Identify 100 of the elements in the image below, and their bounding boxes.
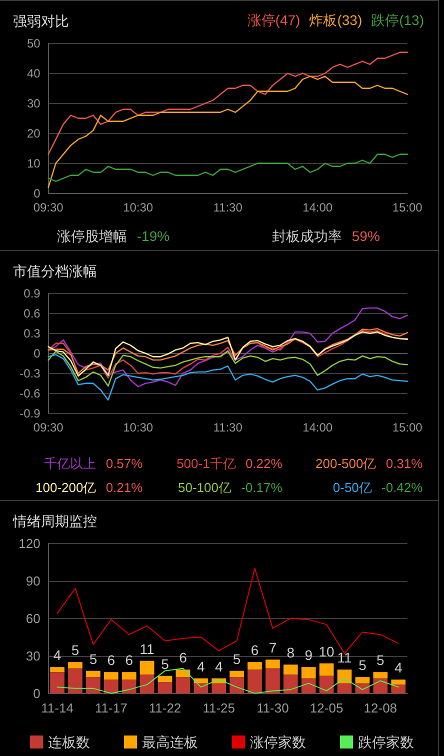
data-label: 9 bbox=[304, 647, 313, 664]
y-tick-label: 30 bbox=[26, 96, 41, 110]
line-series bbox=[48, 350, 408, 387]
y-tick-label: 0 bbox=[34, 186, 41, 200]
data-label: 5 bbox=[376, 652, 385, 668]
bar bbox=[140, 660, 154, 675]
y-tick-label: 20 bbox=[26, 126, 41, 140]
bar bbox=[68, 662, 82, 668]
bar bbox=[391, 684, 406, 694]
bar bbox=[301, 667, 316, 678]
x-tick-label: 15:00 bbox=[392, 420, 423, 434]
line-series bbox=[48, 76, 408, 188]
data-label: 7 bbox=[268, 640, 277, 656]
bar bbox=[68, 668, 82, 694]
x-tick-label: 09:30 bbox=[33, 200, 64, 214]
text: 千亿以上 0.57% bbox=[44, 456, 144, 471]
data-label: 6 bbox=[107, 652, 116, 668]
bar bbox=[230, 670, 244, 678]
y-tick-label: 120 bbox=[18, 536, 40, 551]
line-series bbox=[48, 154, 408, 182]
x-tick-label: 10:30 bbox=[123, 420, 154, 434]
text: 200-500亿 0.31% bbox=[316, 456, 424, 471]
text: 封板成功率 59% bbox=[272, 228, 380, 244]
legend-label: 连板数 bbox=[48, 734, 90, 750]
line-series bbox=[48, 52, 408, 155]
bar bbox=[355, 677, 370, 684]
bar bbox=[319, 663, 334, 676]
bar bbox=[337, 670, 352, 684]
bar bbox=[122, 680, 136, 694]
x-tick-label: 09:30 bbox=[33, 420, 64, 434]
chart-title: 市值分档涨幅 bbox=[13, 263, 97, 279]
x-tick-label: 11-22 bbox=[148, 700, 182, 716]
data-label: 6 bbox=[250, 642, 259, 658]
text: 跌停(13) bbox=[371, 12, 424, 28]
line-series bbox=[48, 307, 408, 388]
x-tick-label: 14:00 bbox=[302, 420, 333, 434]
bar bbox=[337, 683, 352, 694]
bar bbox=[248, 670, 262, 694]
data-label: 5 bbox=[232, 650, 241, 667]
x-tick-label: 11-30 bbox=[256, 700, 289, 716]
data-label: 6 bbox=[179, 650, 188, 666]
y-tick-label: 0.3 bbox=[24, 326, 41, 340]
x-tick-label: 11-17 bbox=[95, 700, 128, 716]
x-tick-label: 12-08 bbox=[364, 700, 398, 716]
y-tick-label: 40 bbox=[26, 66, 41, 80]
chart-title: 情绪周期监控 bbox=[12, 513, 97, 529]
text: 涨停股增幅 -19% bbox=[57, 228, 170, 244]
data-label: 5 bbox=[89, 650, 98, 667]
text: 500-1千亿 0.22% bbox=[176, 456, 283, 471]
bar bbox=[248, 662, 262, 670]
y-tick-label: 0 bbox=[33, 686, 40, 701]
x-tick-label: 14:00 bbox=[302, 200, 333, 214]
bar bbox=[140, 674, 154, 694]
bar bbox=[104, 680, 118, 694]
bar bbox=[266, 660, 280, 668]
data-label: 5 bbox=[358, 657, 367, 674]
bar bbox=[194, 678, 208, 684]
data-label: 8 bbox=[286, 644, 295, 661]
data-label: 5 bbox=[71, 642, 80, 658]
legend-label: 跌停家数 bbox=[358, 734, 414, 750]
bar bbox=[301, 678, 316, 694]
data-label: 6 bbox=[125, 652, 134, 668]
x-tick-label: 12-05 bbox=[310, 700, 344, 716]
bar bbox=[50, 672, 64, 694]
x-tick-label: 15:00 bbox=[392, 200, 423, 214]
y-tick-label: 90 bbox=[26, 573, 40, 588]
y-tick-label: 0.6 bbox=[24, 306, 41, 320]
bar bbox=[373, 678, 388, 694]
y-tick-label: -0.9 bbox=[20, 406, 41, 420]
bar bbox=[391, 680, 406, 685]
y-tick-label: -0.3 bbox=[20, 366, 41, 380]
bar bbox=[319, 676, 334, 694]
x-tick-label: 11:30 bbox=[213, 420, 243, 434]
bar bbox=[86, 670, 100, 678]
data-label: 4 bbox=[394, 660, 402, 676]
y-tick-label: 50 bbox=[26, 36, 41, 50]
bar bbox=[283, 664, 298, 675]
bar bbox=[176, 677, 190, 694]
line-series bbox=[48, 354, 408, 401]
data-label: 4 bbox=[214, 658, 223, 674]
text: 涨停(47) bbox=[247, 12, 300, 28]
x-tick-label: 11-25 bbox=[202, 700, 236, 716]
bar bbox=[122, 672, 136, 680]
bar bbox=[283, 674, 298, 694]
text: 100-200亿 0.21% bbox=[36, 480, 144, 495]
y-tick-label: 0.9 bbox=[24, 286, 41, 300]
data-label: 11 bbox=[337, 650, 352, 666]
legend-label: 涨停家数 bbox=[250, 734, 306, 750]
y-tick-label: 30 bbox=[26, 648, 40, 664]
bar bbox=[212, 683, 226, 694]
y-tick-label: -0.6 bbox=[20, 386, 41, 400]
bar bbox=[50, 667, 64, 672]
data-label: 5 bbox=[161, 656, 170, 672]
bar bbox=[230, 677, 244, 694]
bar bbox=[373, 672, 388, 678]
data-label: 11 bbox=[140, 640, 155, 657]
bar bbox=[104, 672, 118, 680]
data-label: 4 bbox=[197, 658, 206, 674]
legend-label: 最高连板 bbox=[142, 734, 198, 750]
x-tick-label: 10:30 bbox=[123, 200, 154, 214]
